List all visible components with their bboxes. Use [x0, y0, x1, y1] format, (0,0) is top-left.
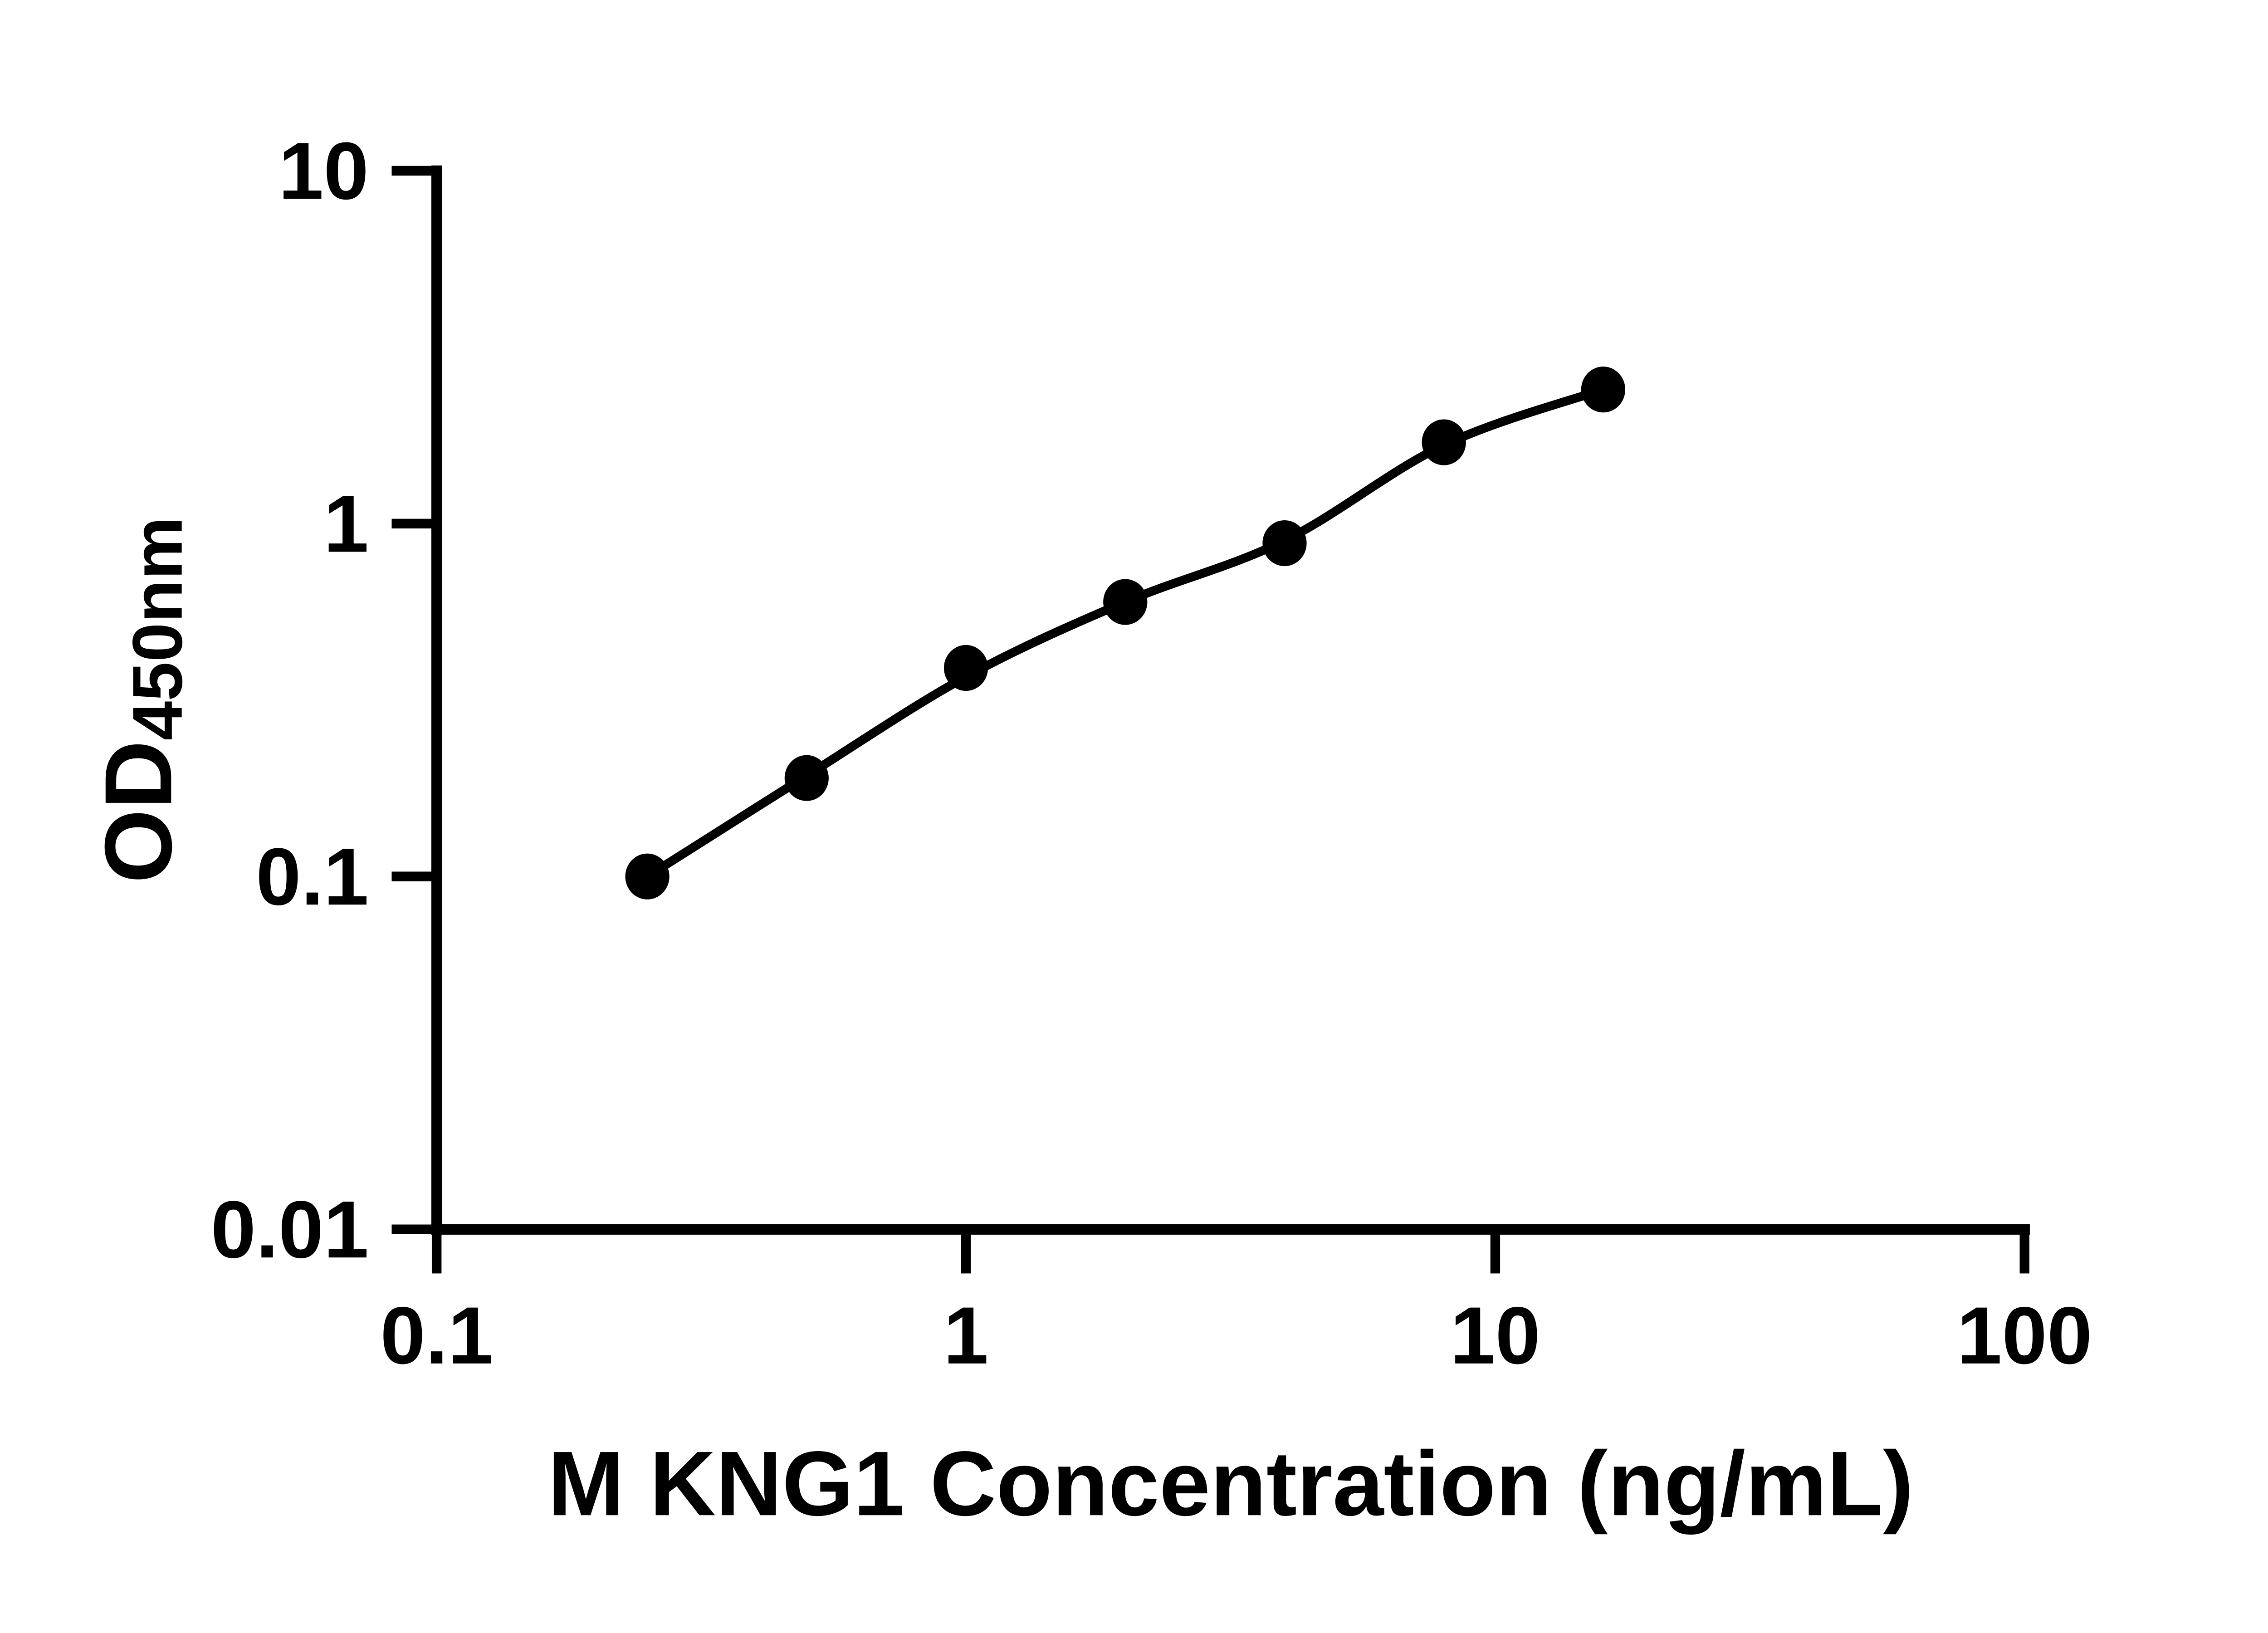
data-point [784, 755, 829, 801]
data-point [1103, 579, 1148, 625]
y-tick-label: 0.01 [211, 1184, 369, 1275]
data-point [1262, 520, 1307, 567]
x-tick-label: 100 [1957, 1290, 2092, 1381]
y-tick-label: 1 [323, 478, 369, 569]
x-tick-label: 0.1 [380, 1290, 493, 1381]
y-tick-label: 10 [279, 125, 369, 216]
y-axis-title: OD450nm [85, 517, 196, 883]
x-tick-label: 10 [1450, 1290, 1540, 1381]
data-point [943, 645, 988, 691]
data-point [1422, 419, 1466, 465]
data-point [1581, 367, 1626, 413]
data-point [625, 853, 670, 900]
x-tick-label: 1 [943, 1290, 989, 1381]
fit-curve-line [643, 385, 1608, 881]
y-tick-label: 0.1 [256, 831, 369, 922]
x-axis-title: M KNG1 Concentration (ng/mL) [547, 1432, 1913, 1535]
y-axis-title-sub: 450nm [118, 517, 197, 740]
y-axis-title-main: OD [85, 740, 191, 883]
